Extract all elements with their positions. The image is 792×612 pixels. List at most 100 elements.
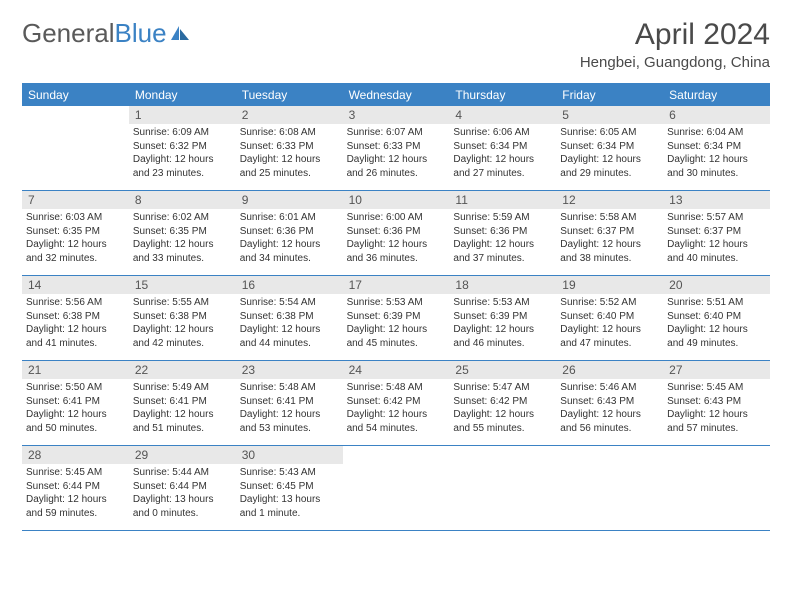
- day-cell: 2Sunrise: 6:08 AMSunset: 6:33 PMDaylight…: [236, 106, 343, 190]
- daylight-text: Daylight: 12 hours and 45 minutes.: [347, 323, 446, 350]
- day-number: 30: [236, 446, 343, 464]
- day-content: Sunrise: 6:03 AMSunset: 6:35 PMDaylight:…: [22, 209, 129, 269]
- day-content: Sunrise: 5:49 AMSunset: 6:41 PMDaylight:…: [129, 379, 236, 439]
- sunrise-text: Sunrise: 5:53 AM: [453, 296, 552, 310]
- day-content: Sunrise: 5:50 AMSunset: 6:41 PMDaylight:…: [22, 379, 129, 439]
- day-number: 13: [663, 191, 770, 209]
- empty-cell: [22, 106, 129, 190]
- day-content: Sunrise: 5:57 AMSunset: 6:37 PMDaylight:…: [663, 209, 770, 269]
- day-content: Sunrise: 6:04 AMSunset: 6:34 PMDaylight:…: [663, 124, 770, 184]
- daylight-text: Daylight: 12 hours and 59 minutes.: [26, 493, 125, 520]
- day-number: 26: [556, 361, 663, 379]
- daylight-text: Daylight: 12 hours and 51 minutes.: [133, 408, 232, 435]
- daylight-text: Daylight: 12 hours and 49 minutes.: [667, 323, 766, 350]
- sunrise-text: Sunrise: 6:00 AM: [347, 211, 446, 225]
- day-cell: 26Sunrise: 5:46 AMSunset: 6:43 PMDayligh…: [556, 361, 663, 445]
- week-row: 1Sunrise: 6:09 AMSunset: 6:32 PMDaylight…: [22, 106, 770, 191]
- daylight-text: Daylight: 13 hours and 0 minutes.: [133, 493, 232, 520]
- day-number: 6: [663, 106, 770, 124]
- day-content: Sunrise: 5:54 AMSunset: 6:38 PMDaylight:…: [236, 294, 343, 354]
- day-content: Sunrise: 6:06 AMSunset: 6:34 PMDaylight:…: [449, 124, 556, 184]
- sunset-text: Sunset: 6:42 PM: [453, 395, 552, 409]
- daylight-text: Daylight: 12 hours and 56 minutes.: [560, 408, 659, 435]
- day-header: Saturday: [663, 84, 770, 106]
- sunrise-text: Sunrise: 5:44 AM: [133, 466, 232, 480]
- day-cell: 4Sunrise: 6:06 AMSunset: 6:34 PMDaylight…: [449, 106, 556, 190]
- empty-cell: [449, 446, 556, 530]
- day-number: 2: [236, 106, 343, 124]
- sunset-text: Sunset: 6:35 PM: [133, 225, 232, 239]
- day-content: Sunrise: 5:53 AMSunset: 6:39 PMDaylight:…: [343, 294, 450, 354]
- daylight-text: Daylight: 12 hours and 50 minutes.: [26, 408, 125, 435]
- sunset-text: Sunset: 6:32 PM: [133, 140, 232, 154]
- day-content: Sunrise: 5:59 AMSunset: 6:36 PMDaylight:…: [449, 209, 556, 269]
- daylight-text: Daylight: 12 hours and 54 minutes.: [347, 408, 446, 435]
- sunrise-text: Sunrise: 5:45 AM: [26, 466, 125, 480]
- day-content: Sunrise: 6:09 AMSunset: 6:32 PMDaylight:…: [129, 124, 236, 184]
- day-number: 14: [22, 276, 129, 294]
- daylight-text: Daylight: 12 hours and 26 minutes.: [347, 153, 446, 180]
- sunrise-text: Sunrise: 5:58 AM: [560, 211, 659, 225]
- sunrise-text: Sunrise: 5:43 AM: [240, 466, 339, 480]
- sunset-text: Sunset: 6:39 PM: [453, 310, 552, 324]
- day-cell: 6Sunrise: 6:04 AMSunset: 6:34 PMDaylight…: [663, 106, 770, 190]
- day-number: 21: [22, 361, 129, 379]
- day-headers-row: SundayMondayTuesdayWednesdayThursdayFrid…: [22, 84, 770, 106]
- sunset-text: Sunset: 6:43 PM: [667, 395, 766, 409]
- day-cell: 8Sunrise: 6:02 AMSunset: 6:35 PMDaylight…: [129, 191, 236, 275]
- daylight-text: Daylight: 12 hours and 29 minutes.: [560, 153, 659, 180]
- header: GeneralBlue April 2024 Hengbei, Guangdon…: [0, 0, 792, 79]
- sunrise-text: Sunrise: 6:05 AM: [560, 126, 659, 140]
- sunrise-text: Sunrise: 5:57 AM: [667, 211, 766, 225]
- day-number: 1: [129, 106, 236, 124]
- daylight-text: Daylight: 12 hours and 47 minutes.: [560, 323, 659, 350]
- day-number: 17: [343, 276, 450, 294]
- day-content: Sunrise: 5:45 AMSunset: 6:44 PMDaylight:…: [22, 464, 129, 524]
- day-content: Sunrise: 5:48 AMSunset: 6:41 PMDaylight:…: [236, 379, 343, 439]
- daylight-text: Daylight: 12 hours and 23 minutes.: [133, 153, 232, 180]
- sunset-text: Sunset: 6:33 PM: [240, 140, 339, 154]
- day-cell: 24Sunrise: 5:48 AMSunset: 6:42 PMDayligh…: [343, 361, 450, 445]
- day-content: Sunrise: 5:51 AMSunset: 6:40 PMDaylight:…: [663, 294, 770, 354]
- logo: GeneralBlue: [22, 18, 191, 49]
- week-row: 7Sunrise: 6:03 AMSunset: 6:35 PMDaylight…: [22, 191, 770, 276]
- sunset-text: Sunset: 6:33 PM: [347, 140, 446, 154]
- day-content: Sunrise: 5:48 AMSunset: 6:42 PMDaylight:…: [343, 379, 450, 439]
- sunset-text: Sunset: 6:44 PM: [26, 480, 125, 494]
- day-content: Sunrise: 6:00 AMSunset: 6:36 PMDaylight:…: [343, 209, 450, 269]
- sunset-text: Sunset: 6:36 PM: [347, 225, 446, 239]
- calendar-body: 1Sunrise: 6:09 AMSunset: 6:32 PMDaylight…: [22, 106, 770, 531]
- day-number: 5: [556, 106, 663, 124]
- day-number: 25: [449, 361, 556, 379]
- day-number: 23: [236, 361, 343, 379]
- sunset-text: Sunset: 6:41 PM: [26, 395, 125, 409]
- sunset-text: Sunset: 6:34 PM: [560, 140, 659, 154]
- sunset-text: Sunset: 6:34 PM: [667, 140, 766, 154]
- daylight-text: Daylight: 12 hours and 44 minutes.: [240, 323, 339, 350]
- day-header: Wednesday: [343, 84, 450, 106]
- day-content: Sunrise: 5:45 AMSunset: 6:43 PMDaylight:…: [663, 379, 770, 439]
- sunrise-text: Sunrise: 5:48 AM: [347, 381, 446, 395]
- day-cell: 15Sunrise: 5:55 AMSunset: 6:38 PMDayligh…: [129, 276, 236, 360]
- day-number: 11: [449, 191, 556, 209]
- daylight-text: Daylight: 12 hours and 53 minutes.: [240, 408, 339, 435]
- day-content: Sunrise: 6:05 AMSunset: 6:34 PMDaylight:…: [556, 124, 663, 184]
- sunset-text: Sunset: 6:36 PM: [240, 225, 339, 239]
- daylight-text: Daylight: 12 hours and 57 minutes.: [667, 408, 766, 435]
- day-content: Sunrise: 5:52 AMSunset: 6:40 PMDaylight:…: [556, 294, 663, 354]
- empty-cell: [343, 446, 450, 530]
- sunset-text: Sunset: 6:38 PM: [133, 310, 232, 324]
- day-cell: 21Sunrise: 5:50 AMSunset: 6:41 PMDayligh…: [22, 361, 129, 445]
- day-number: 10: [343, 191, 450, 209]
- day-cell: 13Sunrise: 5:57 AMSunset: 6:37 PMDayligh…: [663, 191, 770, 275]
- day-cell: 17Sunrise: 5:53 AMSunset: 6:39 PMDayligh…: [343, 276, 450, 360]
- month-title: April 2024: [580, 18, 770, 52]
- sunrise-text: Sunrise: 5:52 AM: [560, 296, 659, 310]
- daylight-text: Daylight: 12 hours and 33 minutes.: [133, 238, 232, 265]
- day-header: Sunday: [22, 84, 129, 106]
- sunset-text: Sunset: 6:34 PM: [453, 140, 552, 154]
- empty-cell: [556, 446, 663, 530]
- day-number: 29: [129, 446, 236, 464]
- day-number: 19: [556, 276, 663, 294]
- day-content: Sunrise: 5:43 AMSunset: 6:45 PMDaylight:…: [236, 464, 343, 524]
